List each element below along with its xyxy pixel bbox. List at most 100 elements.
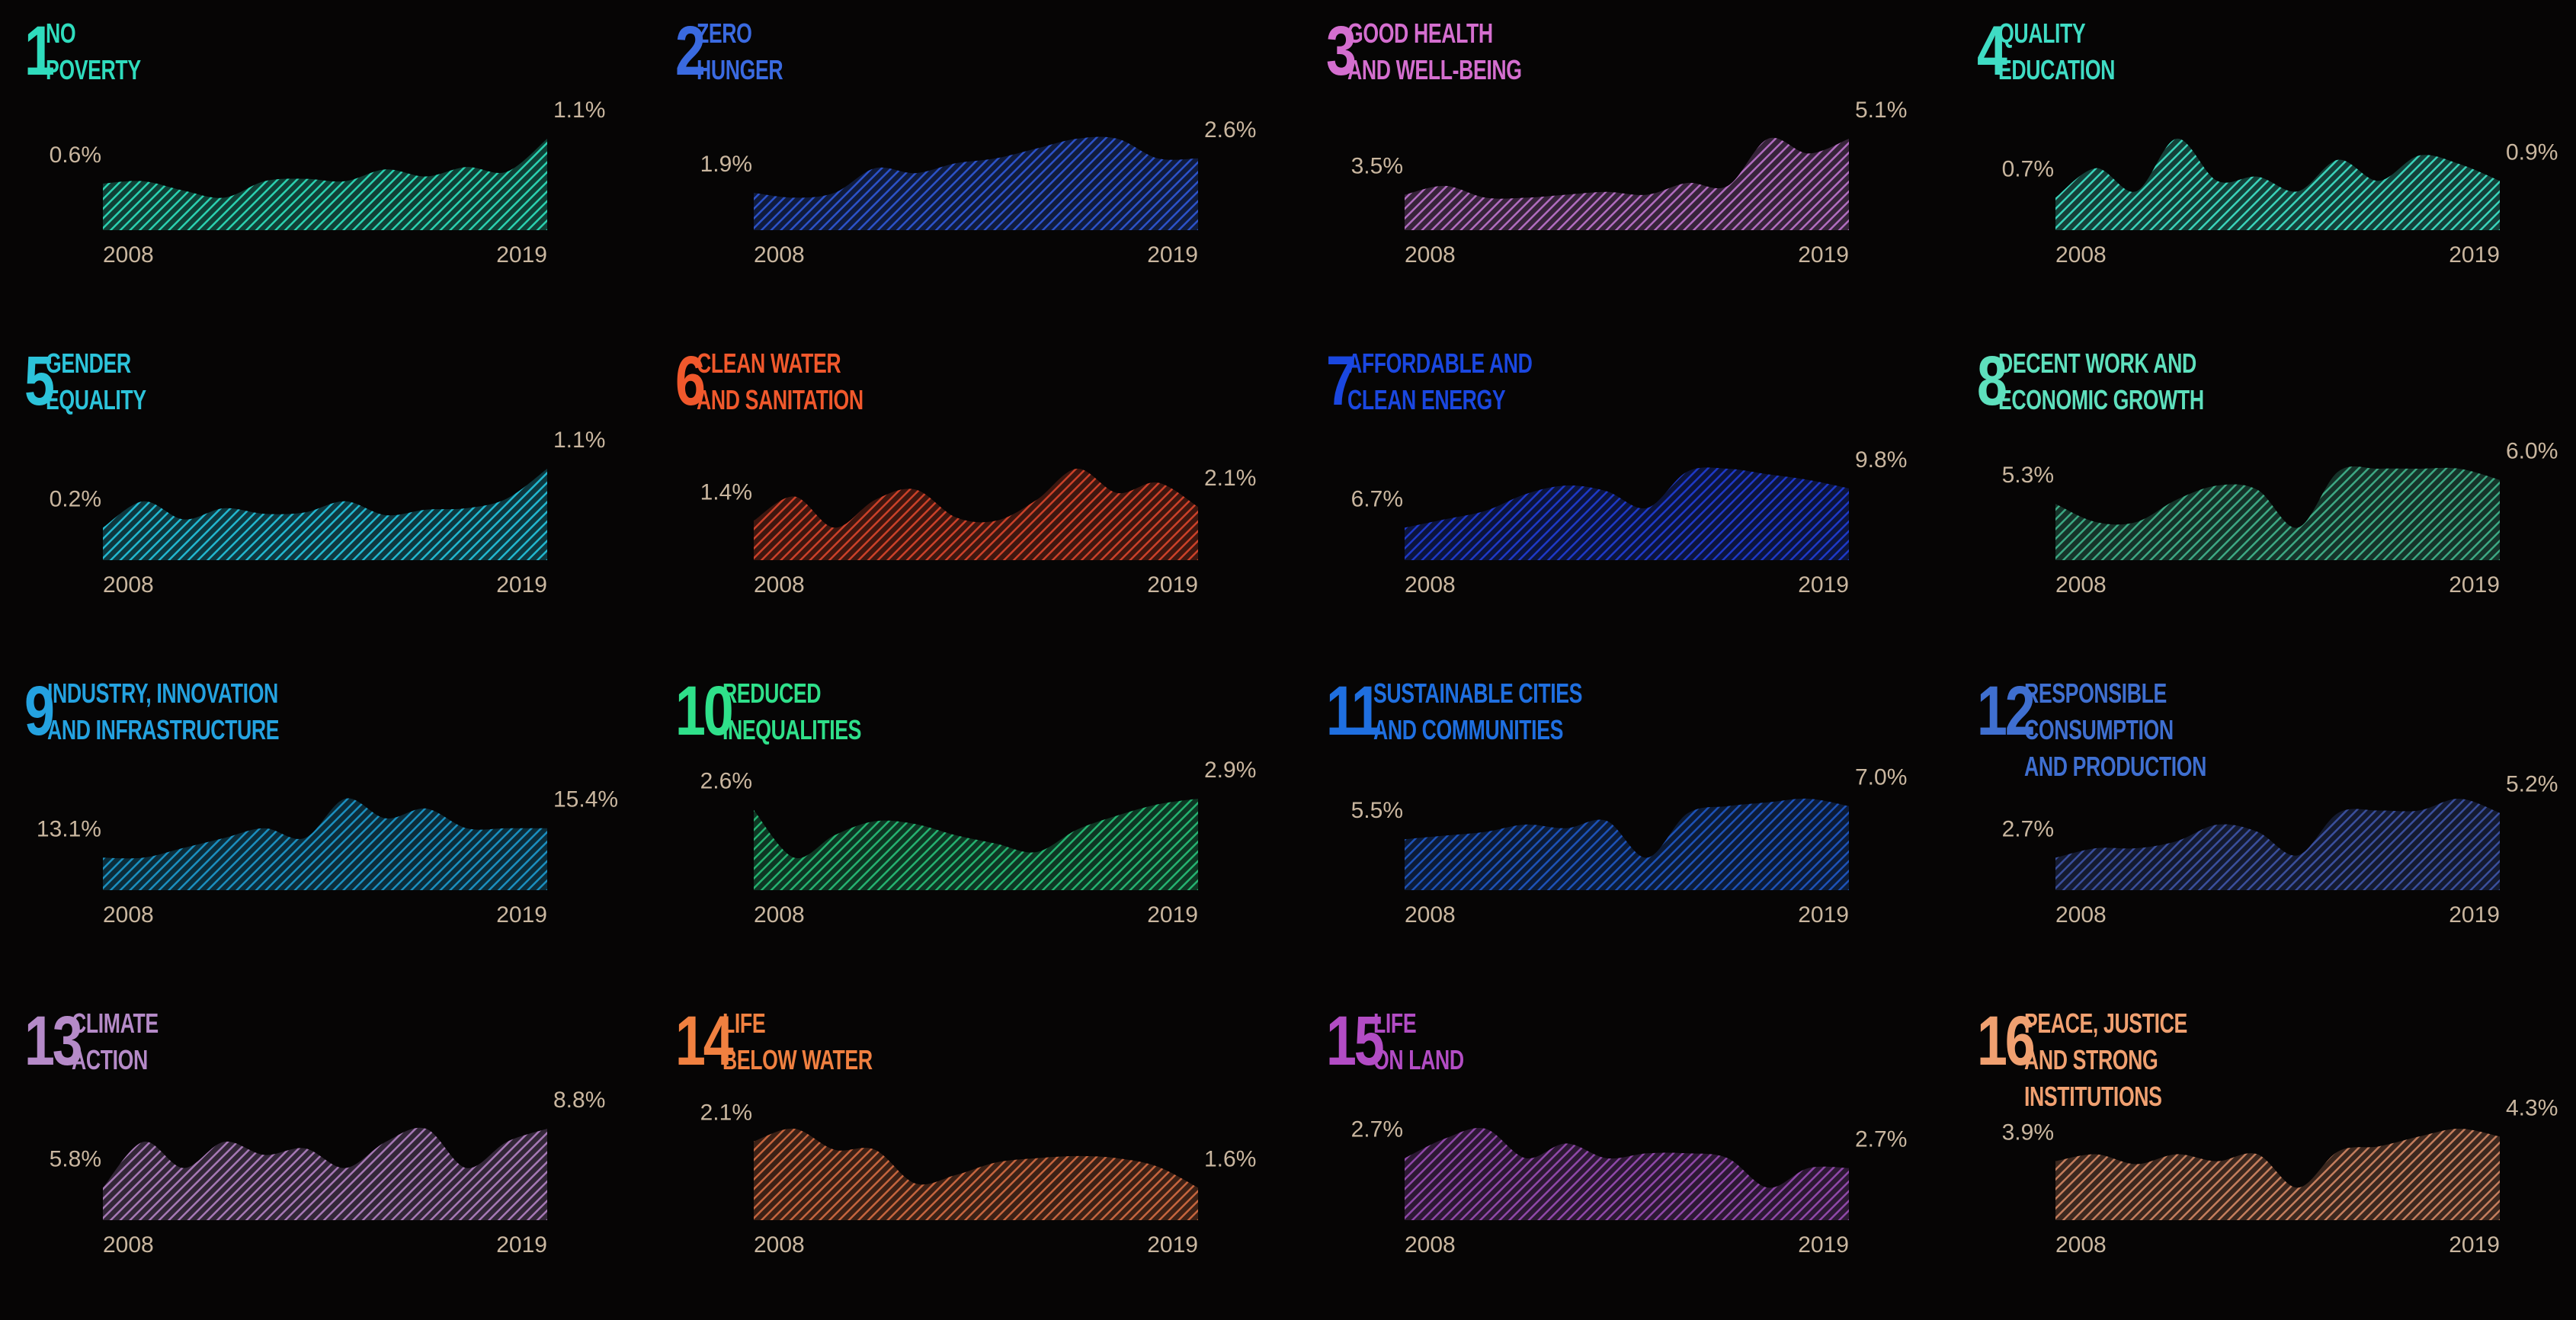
data-point-2014 <box>995 842 998 845</box>
data-point-2015 <box>2337 470 2340 473</box>
end-value-label: 2.6% <box>1204 117 1256 143</box>
data-point-2017 <box>2417 809 2421 812</box>
data-point-2010 <box>1484 831 1487 834</box>
data-point-2018 <box>1156 157 1159 160</box>
goal-name-line: LIFE <box>1373 1008 1417 1039</box>
area-chart: 2.1% 1.6% 2008 2019 <box>700 1101 1257 1258</box>
data-point-2011 <box>223 507 226 510</box>
data-point-2008 <box>101 856 104 859</box>
goal-number: 1 <box>24 12 55 90</box>
area-chart: 2.6% 2.9% 2008 2019 <box>700 758 1257 928</box>
data-point-2019 <box>1197 797 1200 800</box>
data-point-2012 <box>263 512 266 515</box>
data-point-2010 <box>833 191 836 194</box>
area-chart: 5.5% 7.0% 2008 2019 <box>1351 765 1908 928</box>
data-point-2012 <box>263 1153 266 1156</box>
goal-panel-15: 15 LIFE ON LAND 2.7% 2.7% 2008 2019 <box>1302 990 1946 1320</box>
data-point-2014 <box>1645 507 1648 510</box>
goal-panel-11: 11 SUSTAINABLE CITIES AND COMMUNITIES 5.5% 7… <box>1302 660 1946 990</box>
x-end-tick: 2019 <box>1798 902 1849 928</box>
data-point-2016 <box>425 175 428 178</box>
x-start-tick: 2008 <box>754 902 805 928</box>
data-point-2009 <box>1443 184 1447 187</box>
x-end-tick: 2019 <box>496 1232 547 1258</box>
end-value-label: 5.1% <box>1855 98 1907 123</box>
data-point-2016 <box>1075 1155 1078 1158</box>
goal-name-line: INDUSTRY, INNOVATION <box>47 678 278 709</box>
data-point-2013 <box>303 511 306 514</box>
goal-number: 14 <box>675 1002 734 1080</box>
data-point-2014 <box>344 1167 347 1170</box>
area-chart: 1.4% 2.1% 2008 2019 <box>700 466 1257 598</box>
goal-name-line: LIFE <box>722 1008 766 1039</box>
data-point-2016 <box>2377 467 2380 470</box>
series-area <box>754 1128 1198 1220</box>
data-point-2017 <box>465 165 468 168</box>
data-point-2016 <box>425 508 428 511</box>
data-point-2019 <box>2498 479 2501 482</box>
data-point-2016 <box>425 1127 428 1130</box>
goal-name-line: PEACE, JUSTICE <box>2024 1008 2187 1039</box>
area-chart: 5.8% 8.8% 2008 2019 <box>50 1088 606 1258</box>
goal-name-line: INSTITUTIONS <box>2024 1081 2162 1112</box>
data-point-2014 <box>995 519 998 522</box>
data-point-2009 <box>1443 517 1447 521</box>
goal-name-line: RESPONSIBLE <box>2024 678 2167 709</box>
data-point-2009 <box>793 495 796 498</box>
data-point-2011 <box>2175 498 2178 501</box>
data-point-2009 <box>793 196 796 199</box>
start-value-label: 6.7% <box>1351 486 1403 511</box>
series-area <box>103 139 547 230</box>
data-point-2018 <box>1156 1165 1159 1168</box>
data-point-2009 <box>2094 167 2097 170</box>
data-point-2011 <box>873 167 876 170</box>
start-value-label: 3.9% <box>2002 1120 2054 1145</box>
data-point-2019 <box>1197 157 1200 160</box>
data-point-2014 <box>995 157 998 160</box>
goal-panel-14: 14 LIFE BELOW WATER 2.1% 1.6% 2008 2019 <box>651 990 1295 1320</box>
goal-name-line: HUNGER <box>697 54 783 85</box>
data-point-2015 <box>1686 470 1689 473</box>
goal-name-line: EDUCATION <box>1998 54 2116 85</box>
goal-name-line: EQUALITY <box>46 384 146 415</box>
goal-panel-5: 5 GENDER EQUALITY 0.2% 1.1% 2008 2019 <box>0 330 644 660</box>
data-point-2014 <box>344 797 347 800</box>
goal-name-line: REDUCED <box>722 678 822 709</box>
goal-name-line: ON LAND <box>1373 1044 1464 1075</box>
data-point-2009 <box>1443 834 1447 837</box>
x-end-tick: 2019 <box>2449 242 2500 268</box>
data-point-2017 <box>1116 492 1119 495</box>
data-point-2012 <box>2216 484 2219 487</box>
data-point-2017 <box>2417 154 2421 157</box>
data-point-2014 <box>2296 526 2299 529</box>
data-point-2008 <box>752 191 755 194</box>
goal-panel-6: 6 CLEAN WATER AND SANITATION 1.4% 2.1% 2008 20… <box>651 330 1295 660</box>
data-point-2014 <box>2296 190 2299 193</box>
goal-name-line: AND WELL-BEING <box>1347 54 1522 85</box>
data-point-2016 <box>425 807 428 810</box>
goal-number: 13 <box>24 1002 83 1080</box>
end-value-label: 9.8% <box>1855 447 1907 473</box>
data-point-2017 <box>465 507 468 510</box>
x-end-tick: 2019 <box>2449 1232 2500 1258</box>
data-point-2012 <box>1565 194 1568 197</box>
data-point-2011 <box>873 498 876 501</box>
data-point-2011 <box>223 196 226 199</box>
data-point-2012 <box>1565 827 1568 830</box>
goal-panel-7: 7 AFFORDABLE AND CLEAN ENERGY 6.7% 9.8% 2008 2… <box>1302 330 1946 660</box>
goal-number: 8 <box>1977 342 2007 420</box>
goal-number: 15 <box>1326 1002 1385 1080</box>
goal-name-line: CLEAN ENERGY <box>1347 384 1506 415</box>
x-end-tick: 2019 <box>496 902 547 928</box>
goal-panel-1: 1 NO POVERTY 0.6% 1.1% 2008 2019 <box>0 0 644 330</box>
x-end-tick: 2019 <box>1147 572 1198 598</box>
data-point-2014 <box>995 1161 998 1164</box>
series-area <box>1405 137 1849 230</box>
x-end-tick: 2019 <box>1147 242 1198 268</box>
data-point-2017 <box>1116 814 1119 817</box>
data-point-2013 <box>303 1147 306 1150</box>
data-point-2008 <box>752 1140 755 1143</box>
data-point-2018 <box>1807 1167 1810 1170</box>
data-point-2016 <box>1726 467 1729 470</box>
data-point-2018 <box>2458 797 2461 800</box>
